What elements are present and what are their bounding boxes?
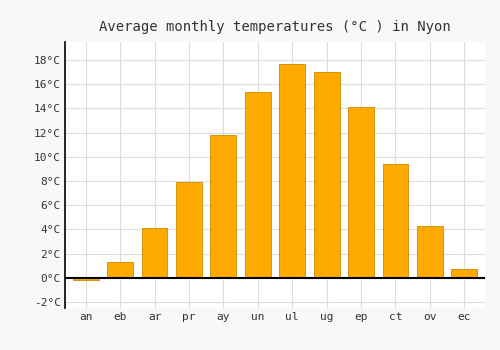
- Bar: [176, 182, 202, 278]
- Bar: [382, 164, 408, 278]
- Bar: [348, 107, 374, 278]
- Bar: [452, 269, 477, 278]
- Bar: [107, 262, 133, 278]
- Bar: [417, 226, 443, 278]
- Title: Average monthly temperatures (°C ) in Nyon: Average monthly temperatures (°C ) in Ny…: [99, 20, 451, 34]
- Bar: [142, 228, 168, 278]
- Bar: [245, 92, 270, 278]
- Bar: [72, 278, 99, 280]
- Bar: [280, 64, 305, 278]
- Bar: [314, 72, 340, 278]
- Bar: [210, 135, 236, 278]
